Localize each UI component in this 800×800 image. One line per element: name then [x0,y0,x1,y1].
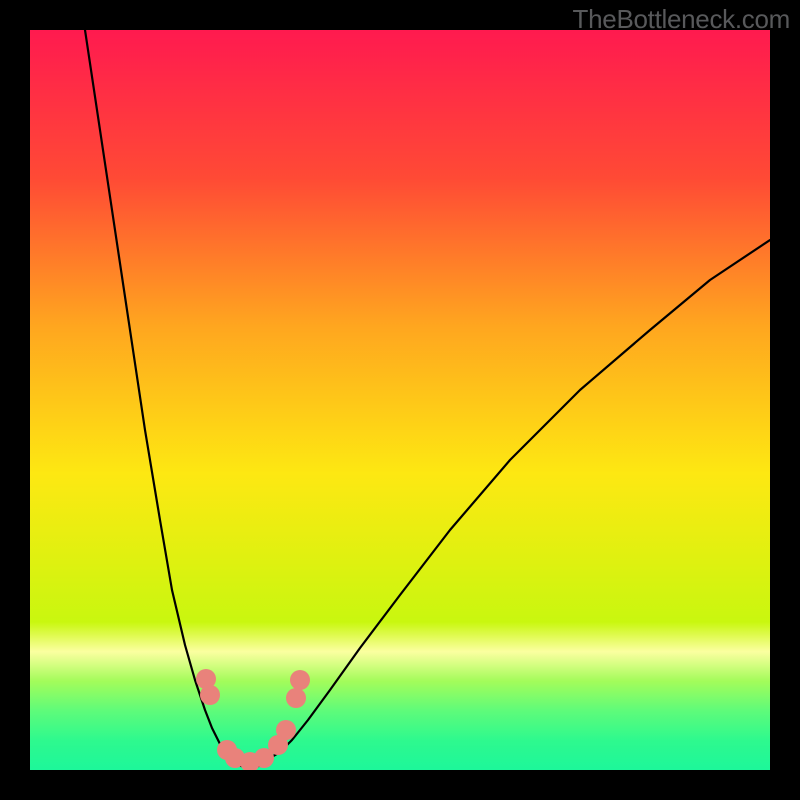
bottleneck-curve-chart [30,30,770,770]
marker-dot [276,720,296,740]
plot-area [30,30,770,770]
marker-dot [200,685,220,705]
watermark-text: TheBottleneck.com [573,4,790,35]
chart-frame: TheBottleneck.com [0,0,800,800]
marker-dot [286,688,306,708]
marker-dot [290,670,310,690]
